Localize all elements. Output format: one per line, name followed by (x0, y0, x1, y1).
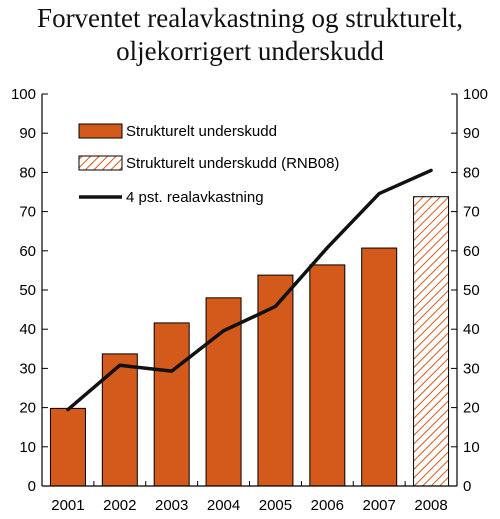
y-tick-label-left: 90 (19, 125, 36, 142)
legend-label-2: 4 pst. realavkastning (126, 189, 264, 206)
y-tick-label-right: 10 (463, 439, 480, 456)
y-tick-label-left: 30 (19, 360, 36, 377)
y-tick-label-left: 70 (19, 204, 36, 221)
y-tick-label-left: 0 (28, 478, 36, 495)
legend-label-0: Strukturelt underskudd (126, 123, 277, 140)
legend-label-1: Strukturelt underskudd (RNB08) (126, 155, 339, 172)
x-tick-label-2006: 2006 (311, 497, 344, 514)
y-tick-label-right: 60 (463, 243, 480, 260)
x-tick-label-2001: 2001 (51, 497, 84, 514)
legend-swatch-hatched (78, 155, 123, 171)
bar-2006 (309, 264, 346, 487)
y-tick-label-right: 100 (463, 86, 488, 103)
y-tick-label-left: 10 (19, 439, 36, 456)
y-tick-label-right: 90 (463, 125, 480, 142)
y-tick-label-left: 80 (19, 164, 36, 181)
chart-title-line-2: oljekorrigert underskudd (116, 36, 384, 66)
bar-2007 (361, 247, 398, 487)
x-tick-label-2007: 2007 (363, 497, 396, 514)
y-tick-label-right: 40 (463, 321, 480, 338)
y-tick-label-left: 100 (11, 86, 36, 103)
y-tick-label-left: 60 (19, 243, 36, 260)
legend-swatch-bar (78, 123, 123, 139)
y-tick-label-left: 20 (19, 400, 36, 417)
y-tick-label-right: 30 (463, 360, 480, 377)
chart-title: Forventet realavkastning og strukturelt,… (0, 2, 500, 68)
x-tick-label-2003: 2003 (155, 497, 188, 514)
y-tick-label-right: 0 (463, 478, 471, 495)
bar-2001 (49, 407, 86, 487)
x-tick-label-2002: 2002 (103, 497, 136, 514)
x-tick-label-2004: 2004 (207, 497, 240, 514)
y-tick-label-left: 40 (19, 321, 36, 338)
bar-2008-hatched (413, 196, 450, 487)
bar-2003 (153, 322, 190, 487)
y-tick-label-left: 50 (19, 282, 36, 299)
series-line-realavkastning (66, 168, 433, 412)
y-tick-label-right: 70 (463, 204, 480, 221)
x-tick-label-2005: 2005 (259, 497, 292, 514)
y-tick-label-right: 80 (463, 164, 480, 181)
y-tick-label-right: 20 (463, 400, 480, 417)
chart-title-line-1: Forventet realavkastning og strukturelt, (37, 3, 463, 33)
x-tick-label-2008: 2008 (414, 497, 447, 514)
y-tick-label-right: 50 (463, 282, 480, 299)
